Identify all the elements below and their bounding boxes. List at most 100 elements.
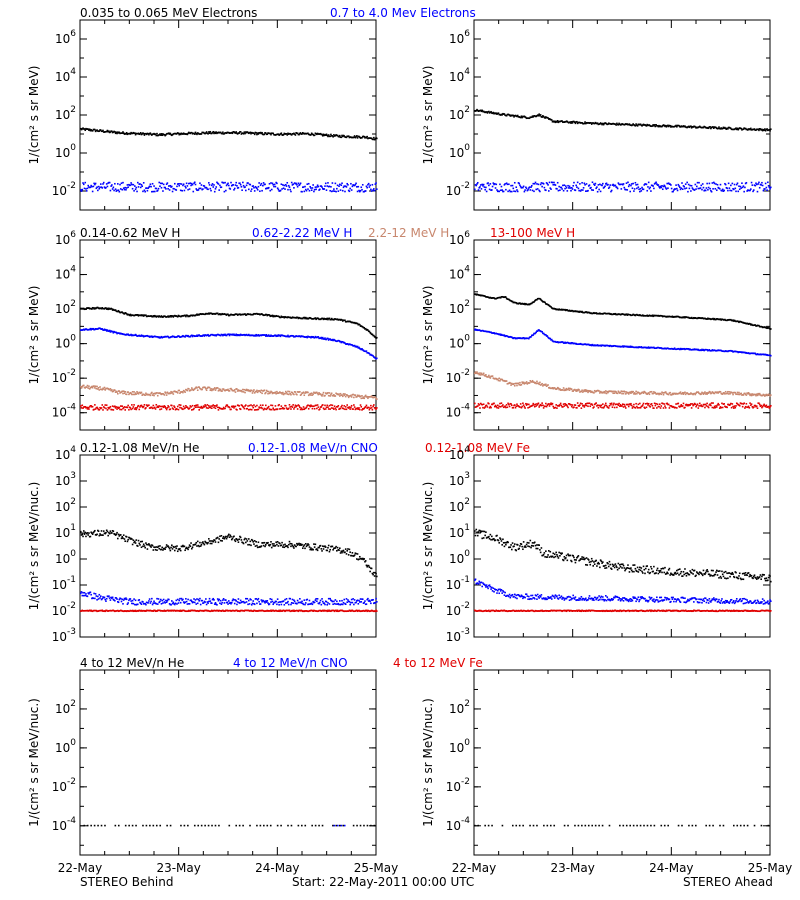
data-point xyxy=(331,135,334,137)
data-point xyxy=(284,404,287,407)
data-point xyxy=(199,182,201,185)
data-point xyxy=(624,391,626,393)
data-point xyxy=(519,184,521,187)
data-point xyxy=(316,391,318,394)
data-point xyxy=(307,391,309,394)
data-point xyxy=(681,405,684,407)
data-point xyxy=(305,406,308,409)
data-point xyxy=(154,133,157,135)
data-point xyxy=(306,336,309,339)
data-point xyxy=(112,186,115,189)
data-point xyxy=(137,404,140,407)
data-point xyxy=(336,184,339,187)
data-point xyxy=(715,183,717,185)
data-point xyxy=(674,188,677,190)
data-point xyxy=(749,128,751,131)
data-point xyxy=(567,184,569,187)
data-point xyxy=(518,383,520,386)
data-point xyxy=(274,334,277,337)
data-point xyxy=(545,383,547,386)
series-0 xyxy=(80,127,378,141)
data-point xyxy=(213,388,215,390)
data-point xyxy=(704,393,707,395)
data-point xyxy=(80,405,82,407)
data-point xyxy=(96,129,98,131)
data-point xyxy=(520,383,523,386)
data-point xyxy=(724,126,726,129)
data-point xyxy=(122,390,125,392)
data-point xyxy=(550,338,553,341)
data-point xyxy=(477,372,480,375)
data-point xyxy=(708,349,711,351)
data-point xyxy=(608,186,611,188)
data-point xyxy=(139,133,141,135)
data-point xyxy=(754,352,757,355)
data-point xyxy=(327,394,330,397)
data-point xyxy=(541,300,543,302)
data-point xyxy=(550,188,552,190)
data-point xyxy=(234,184,237,186)
data-point xyxy=(85,190,88,192)
data-point xyxy=(353,404,355,406)
data-point xyxy=(213,406,215,409)
data-point xyxy=(92,185,95,188)
data-point xyxy=(334,182,337,185)
data-point xyxy=(101,187,104,189)
data-point xyxy=(701,392,704,394)
data-point xyxy=(373,136,375,139)
data-point xyxy=(286,335,289,338)
data-point xyxy=(169,408,172,410)
data-point xyxy=(261,189,263,192)
data-point xyxy=(354,394,357,397)
data-point xyxy=(688,187,691,190)
data-point xyxy=(84,387,87,389)
data-point xyxy=(765,393,768,396)
data-point xyxy=(129,184,132,186)
data-point xyxy=(622,346,625,348)
data-point xyxy=(740,127,742,130)
data-point xyxy=(608,405,611,407)
data-point xyxy=(682,393,685,395)
data-point xyxy=(205,407,208,409)
data-point xyxy=(284,390,287,393)
data-point xyxy=(513,116,515,118)
data-point xyxy=(293,406,296,409)
data-point xyxy=(101,130,104,133)
data-point xyxy=(135,408,138,411)
data-point xyxy=(645,406,648,409)
data-point xyxy=(230,387,232,390)
data-point xyxy=(347,184,349,186)
data-point xyxy=(102,183,104,185)
data-point xyxy=(524,189,526,191)
data-point xyxy=(122,392,124,395)
data-point xyxy=(194,387,197,389)
data-point xyxy=(139,132,142,134)
data-point xyxy=(264,392,266,395)
data-point xyxy=(350,396,353,398)
data-point xyxy=(552,405,555,408)
legend-entry: 13-100 MeV H xyxy=(490,226,575,240)
data-point xyxy=(664,407,667,409)
data-point xyxy=(616,122,618,125)
data-point xyxy=(194,183,197,186)
data-point xyxy=(336,187,338,190)
data-point xyxy=(634,181,637,184)
data-point xyxy=(358,190,361,193)
data-point xyxy=(300,393,303,396)
data-point xyxy=(368,408,371,411)
data-point xyxy=(494,404,497,407)
data-point xyxy=(196,313,198,316)
data-point xyxy=(341,135,344,138)
data-point xyxy=(167,187,169,190)
data-point xyxy=(735,183,738,186)
data-point xyxy=(653,407,655,409)
data-point xyxy=(531,189,534,192)
data-point xyxy=(671,315,674,318)
data-point xyxy=(243,131,246,133)
data-point xyxy=(575,184,577,187)
data-point xyxy=(537,402,540,405)
data-point xyxy=(123,313,126,315)
data-point xyxy=(557,189,560,192)
data-point xyxy=(768,394,771,396)
y-tick-label: 104 xyxy=(449,265,470,282)
